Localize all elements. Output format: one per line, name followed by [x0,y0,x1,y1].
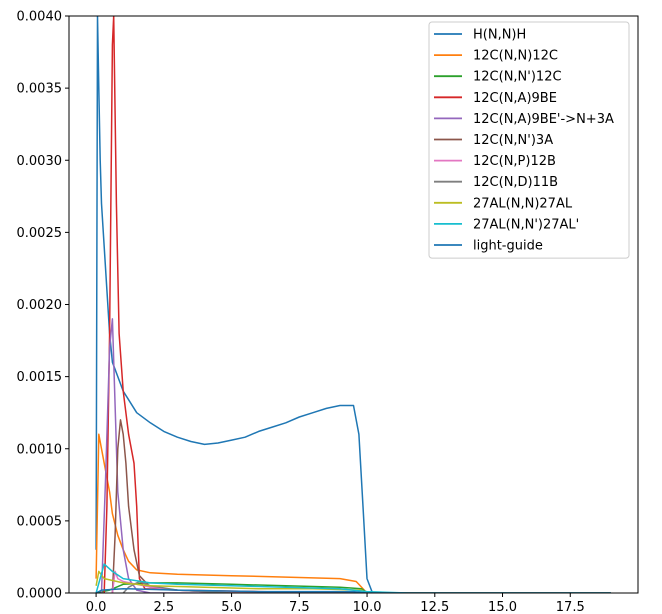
legend-label: 12C(N,A)9BE'->N+3A [473,112,614,127]
legend-box [428,21,630,259]
series-line-1 [95,433,611,593]
legend-label: 27AL(N,N')27AL' [473,217,579,232]
y-tick-label: 0.0005 [17,514,63,529]
series-line-9 [95,563,611,593]
x-tick-label: 15.0 [488,600,517,614]
x-tick-label: 12.5 [420,600,449,614]
y-tick-label: 0.0010 [17,442,63,457]
legend-label: light-guide [473,239,543,254]
y-tick-label: 0.0035 [17,82,63,97]
y-tick-label: 0.0000 [17,587,63,602]
series-line-4 [100,318,611,593]
x-tick-label: 17.5 [556,600,585,614]
legend: H(N,N)H 12C(N,N)12C 12C(N,N')12C 12C(N,A)9B… [428,21,630,259]
x-axis: 0.0 2.5 5.0 7.5 10.0 12.5 15.0 17.5 [86,593,585,614]
y-tick-label: 0.0025 [17,226,63,241]
legend-label: H(N,N)H [473,28,526,43]
y-tick-label: 0.0015 [17,370,63,385]
y-axis: 0.0000 0.0005 0.0010 0.0015 0.0020 0.0025 0.00… [17,10,69,602]
legend-label: 27AL(N,N)27AL [473,196,573,211]
x-tick-label: 5.0 [221,600,242,614]
legend-label: 12C(N,P)12B [473,154,556,169]
y-tick-label: 0.0020 [17,298,63,313]
legend-label: 12C(N,A)9BE [473,91,557,106]
legend-label: 12C(N,N')3A [473,133,553,148]
x-tick-label: 0.0 [86,600,107,614]
x-tick-label: 2.5 [153,600,174,614]
series-line-0 [95,16,611,593]
x-tick-label: 10.0 [353,600,382,614]
legend-label: 12C(N,N)12C [473,49,558,64]
legend-label: 12C(N,N')12C [473,70,562,85]
y-tick-label: 0.0040 [17,10,63,25]
series-line-2 [95,582,611,593]
x-tick-label: 7.5 [289,600,310,614]
y-tick-label: 0.0030 [17,154,63,169]
legend-label: 12C(N,D)11B [473,175,558,190]
